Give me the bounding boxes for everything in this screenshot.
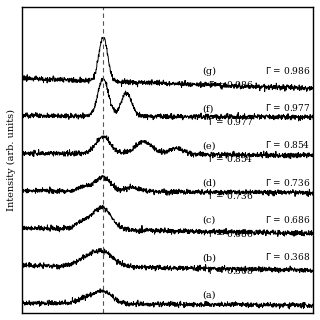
Text: $\Gamma$ = 0.854: $\Gamma$ = 0.854 (208, 153, 253, 164)
Text: $\Gamma$ = 0.977: $\Gamma$ = 0.977 (265, 102, 310, 113)
Y-axis label: Intensity (arb. units): Intensity (arb. units) (7, 109, 16, 211)
Text: $\Gamma$ = 0.736: $\Gamma$ = 0.736 (265, 177, 310, 188)
Text: $\Gamma$ = 0.986: $\Gamma$ = 0.986 (265, 65, 310, 76)
Text: (a): (a) (202, 291, 216, 300)
Text: (d): (d) (202, 179, 216, 188)
Text: $\Gamma$ = 0.686: $\Gamma$ = 0.686 (265, 214, 310, 225)
Text: $\Gamma$ = 0.368: $\Gamma$ = 0.368 (208, 265, 253, 276)
Text: $\Gamma$ = 0.986: $\Gamma$ = 0.986 (208, 79, 254, 90)
Text: $\Gamma$ = 0.977: $\Gamma$ = 0.977 (208, 116, 254, 127)
Text: (g): (g) (202, 67, 216, 76)
Text: (b): (b) (202, 253, 216, 262)
Text: $\Gamma$ = 0.368: $\Gamma$ = 0.368 (265, 251, 310, 262)
Text: (e): (e) (202, 141, 216, 150)
Text: $\Gamma$ = 0.736: $\Gamma$ = 0.736 (208, 190, 254, 201)
Text: (c): (c) (202, 216, 216, 225)
Text: $\Gamma$ = 0.686: $\Gamma$ = 0.686 (208, 228, 254, 239)
Text: $\Gamma$ = 0.854: $\Gamma$ = 0.854 (265, 140, 310, 150)
Text: (f): (f) (202, 104, 214, 113)
